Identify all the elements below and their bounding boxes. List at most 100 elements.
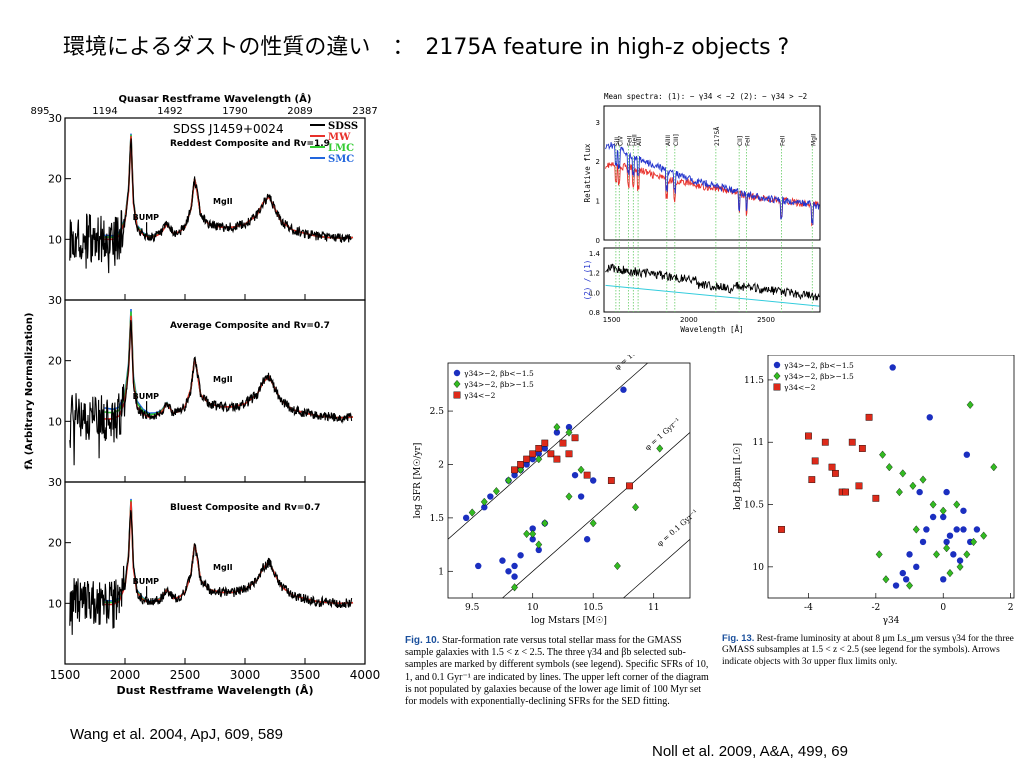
- wang-spectra-figure: Quasar Restframe Wavelength (Å) 895 1194 14…: [24, 92, 380, 697]
- legend-entry: γ34>−2, βb<−1.5: [784, 361, 854, 370]
- lower-y-axis-label: (2) / (1): [583, 260, 592, 301]
- data-point: [902, 576, 910, 583]
- line-id-label: CIII]: [673, 134, 680, 146]
- top-tick-label: 1194: [92, 106, 117, 117]
- line-id-label: HeII: [631, 134, 638, 146]
- data-point: [828, 463, 836, 471]
- data-point: [933, 550, 940, 559]
- legend-entry: γ34>−2, βb>−1.5: [784, 372, 854, 381]
- data-point: [913, 563, 920, 571]
- data-point: [916, 488, 923, 496]
- line-id-label: SiII: [614, 137, 621, 146]
- data-point: [821, 438, 829, 446]
- data-point: [939, 506, 947, 515]
- data-point: [559, 439, 567, 447]
- bump-label: BUMP: [133, 392, 160, 401]
- data-point: [831, 469, 839, 477]
- data-point: [892, 582, 900, 589]
- x-tick-label: 2000: [110, 668, 141, 682]
- data-point: [970, 537, 978, 547]
- data-point: [882, 575, 890, 584]
- panel-label: Bluest Composite and Rv=0.7: [170, 503, 320, 513]
- data-point: [492, 487, 500, 496]
- legend-entry: MW: [328, 132, 351, 143]
- legend-entry: γ34<−2: [784, 383, 816, 392]
- data-point: [842, 488, 849, 496]
- x-axis-label: γ34: [883, 616, 900, 626]
- data-point: [940, 513, 947, 521]
- data-point: [553, 422, 561, 432]
- data-point: [481, 504, 488, 511]
- data-point: [607, 477, 615, 484]
- data-point: [517, 461, 525, 468]
- x-axis-label: Wavelength [Å]: [680, 325, 743, 334]
- data-point: [929, 513, 937, 521]
- data-point: [773, 361, 781, 369]
- data-point: [865, 413, 873, 421]
- data-point: [872, 494, 880, 502]
- citation-wang: Wang et al. 2004, ApJ, 609, 589: [70, 726, 283, 743]
- x-tick-label: 2: [1008, 603, 1014, 613]
- panel-frame: [64, 481, 366, 665]
- data-point: [511, 471, 518, 479]
- top-tick-label: 895: [30, 106, 49, 117]
- data-point: [571, 471, 579, 479]
- data-point: [565, 492, 573, 501]
- model-curve-smc: [104, 498, 354, 605]
- lower-y-tick-label: 1.0: [589, 289, 600, 297]
- x-tick-label: 2000: [680, 316, 698, 324]
- sdss-spectrum: [69, 138, 352, 274]
- x-tick-label: 1500: [50, 668, 81, 682]
- data-point: [956, 557, 964, 564]
- data-point: [923, 526, 930, 533]
- lower-y-tick-label: 0.8: [589, 309, 600, 317]
- data-point: [535, 546, 542, 554]
- data-point: [953, 526, 960, 533]
- data-point: [475, 562, 482, 570]
- y-tick-label: 0: [596, 237, 600, 245]
- y-axis-label: fλ (Arbitrary Normalization): [24, 313, 35, 470]
- data-point: [946, 568, 954, 578]
- data-point: [773, 371, 781, 381]
- data-point: [943, 544, 951, 553]
- mgii-label: MgII: [213, 563, 233, 572]
- data-point: [535, 455, 543, 464]
- ratio-fit-line: [605, 284, 820, 307]
- sfr-figure-caption: Fig. 10. Star-formation rate versus tota…: [405, 635, 709, 708]
- ssfr-line-label: φ = 10 Gyr⁻¹: [613, 355, 656, 372]
- sdss-spectrum: [69, 320, 353, 466]
- data-point: [517, 465, 525, 474]
- data-point: [565, 428, 573, 437]
- sfr-caption-text: Star-formation rate versus total stellar…: [405, 635, 709, 707]
- data-point: [480, 497, 488, 506]
- y-tick-label: 2: [596, 158, 600, 166]
- line-id-label: FeII: [779, 135, 786, 146]
- y-tick-label: 20: [48, 355, 62, 368]
- data-point: [656, 444, 664, 453]
- y-tick-label: 11.5: [744, 376, 764, 386]
- top-tick-label: 1492: [157, 106, 182, 117]
- x-tick-label: 2500: [170, 668, 201, 682]
- line-id-label: MgII: [810, 133, 817, 146]
- mgii-label: MgII: [213, 375, 233, 384]
- line-id-label: CII]: [737, 136, 744, 146]
- data-point: [529, 525, 536, 532]
- x-tick-label: 10: [527, 603, 539, 613]
- data-point: [511, 466, 518, 474]
- mean-spectra-title: Mean spectra: (1): − γ34 < −2 (2): − γ34…: [604, 92, 807, 101]
- line-id-label: AlII: [636, 136, 643, 146]
- model-curve-mw: [104, 136, 354, 241]
- data-point: [511, 562, 518, 570]
- data-point: [626, 482, 633, 490]
- ssfr-line-label: φ = 1 Gyr⁻¹: [643, 416, 682, 452]
- data-point: [909, 481, 917, 490]
- data-point: [919, 538, 927, 546]
- y-tick-label: 2.5: [430, 407, 445, 417]
- upper-frame: [603, 105, 821, 241]
- data-point: [523, 529, 531, 539]
- model-curve-lmc: [104, 134, 354, 239]
- data-point: [858, 445, 866, 452]
- data-point: [966, 400, 974, 409]
- data-point: [946, 532, 954, 539]
- y-tick-label: 10: [753, 563, 765, 573]
